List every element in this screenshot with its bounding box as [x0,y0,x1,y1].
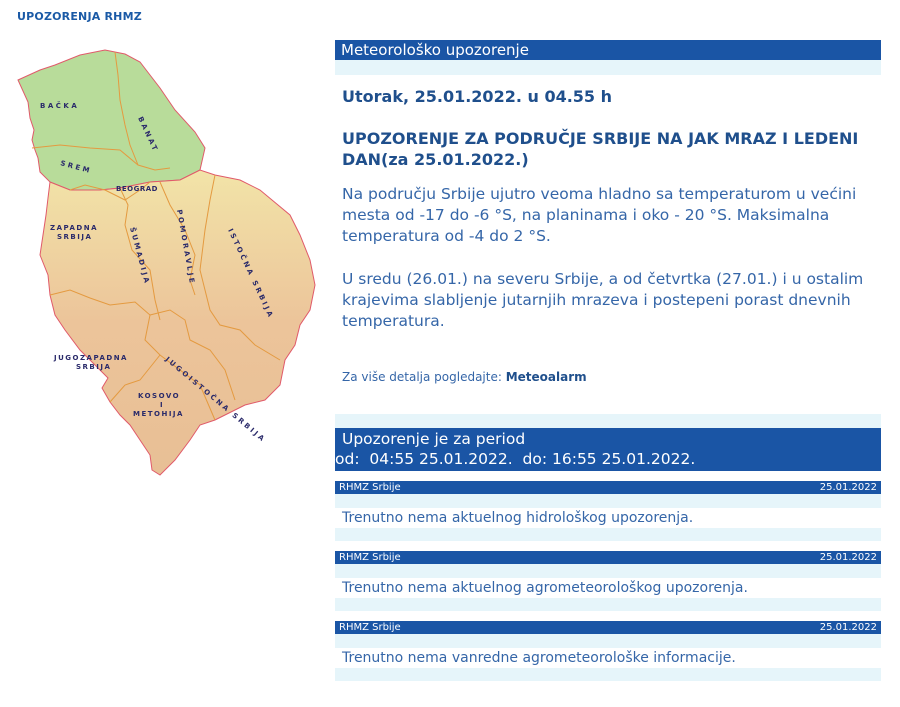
period-range: od: 04:55 25.01.2022. do: 16:55 25.01.20… [335,450,696,468]
card-header: RHMZ Srbije 25.01.2022 [335,481,881,494]
card-hydro: RHMZ Srbije 25.01.2022 Trenutno nema akt… [335,481,881,541]
card-spacer [335,634,881,648]
warning-paragraph-1: Na području Srbije ujutro veoma hladno s… [342,185,857,245]
card-date: 25.01.2022 [819,552,877,563]
card-source: RHMZ Srbije [339,622,401,633]
period-title: Upozorenje je za period [342,430,526,448]
more-details-prefix: Za više detalja pogledajte: [342,370,506,384]
meteoalarm-link[interactable]: Meteoalarm [505,370,587,384]
card-text: Trenutno nema vanredne agrometeorološke … [342,650,736,666]
map-label-zapadna-2: SRBIJA [57,233,92,241]
period-section: Upozorenje je za period od: 04:55 25.01.… [335,414,881,471]
warning-date: Utorak, 25.01.2022. u 04.55 h [342,87,613,106]
card-spacer [335,598,881,611]
period-box: Upozorenje je za period od: 04:55 25.01.… [335,428,881,471]
card-source: RHMZ Srbije [339,482,401,493]
warning-paragraph-2: U sredu (26.01.) na severu Srbije, a od … [342,270,864,330]
card-text: Trenutno nema aktuelnog agrometeorološko… [342,580,748,596]
warning-panel: Meteorološko upozorenje Utorak, 25.01.20… [335,40,881,681]
card-agro: RHMZ Srbije 25.01.2022 Trenutno nema akt… [335,551,881,611]
card-spacer [335,494,881,508]
card-source: RHMZ Srbije [339,552,401,563]
card-spacer [335,528,881,541]
card-text: Trenutno nema aktuelnog hidrološkog upoz… [342,510,694,526]
card-date: 25.01.2022 [819,482,877,493]
card-header: RHMZ Srbije 25.01.2022 [335,551,881,564]
region-north [17,49,206,191]
header-spacer [335,60,881,75]
map-label-kosovo-2: I [160,401,165,409]
serbia-regions-map[interactable]: BAČKA BANAT SREM BEOGRAD ZAPADNA SRBIJA … [10,40,320,490]
site-title: UPOZORENJA RHMZ [17,10,142,23]
card-spacer [335,564,881,578]
more-details: Za više detalja pogledajte: Meteoalarm [335,370,881,384]
card-spacer [335,668,881,681]
map-label-kosovo: KOSOVO [138,392,180,400]
map-label-backa: BAČKA [40,101,79,110]
card-header: RHMZ Srbije 25.01.2022 [335,621,881,634]
map-label-jugozapadna: JUGOZAPADNA [53,354,128,362]
period-spacer [335,414,881,428]
card-agro-info: RHMZ Srbije 25.01.2022 Trenutno nema van… [335,621,881,681]
map-label-kosovo-3: METOHIJA [133,410,184,418]
map-label-jugozapadna-2: SRBIJA [76,363,111,371]
region-south [39,169,316,476]
card-date: 25.01.2022 [819,622,877,633]
warning-headline: UPOZORENJE ZA PODRUČJE SRBIJE NA JAK MRA… [342,129,859,169]
map-label-beograd: BEOGRAD [116,185,158,193]
map-label-zapadna: ZAPADNA [50,224,98,232]
warning-header: Meteorološko upozorenje [335,40,881,60]
